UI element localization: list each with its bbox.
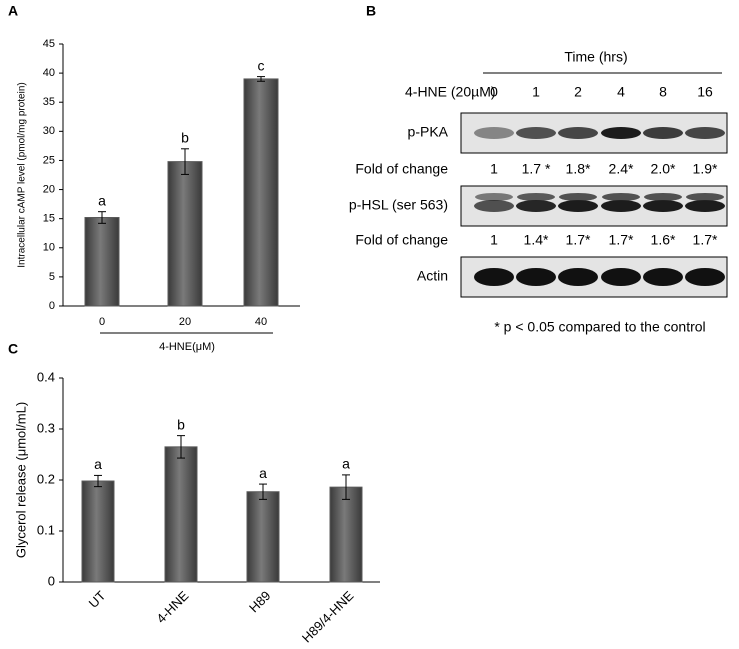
fold-change: 1.7* xyxy=(566,232,591,248)
x-tick-label: H89 xyxy=(246,588,273,615)
time-header: Time (hrs) xyxy=(564,49,627,65)
y-tick-label: 40 xyxy=(43,67,55,79)
blot-band xyxy=(601,268,641,286)
fold-change: 1.7* xyxy=(693,232,718,248)
bar xyxy=(84,217,120,307)
y-tick-label: 20 xyxy=(43,183,55,195)
x-tick-label: 4-HNE xyxy=(153,588,191,626)
blot-band xyxy=(558,200,598,212)
bar xyxy=(164,446,198,583)
fold-change: 1.6* xyxy=(651,232,676,248)
blot-band xyxy=(602,193,640,201)
y-tick-label: 5 xyxy=(49,271,55,283)
fold-change: 1 xyxy=(490,232,498,248)
blot-band xyxy=(516,127,556,139)
blot-band xyxy=(558,268,598,286)
blot-band xyxy=(685,127,725,139)
time-point: 2 xyxy=(574,84,582,100)
time-point: 16 xyxy=(697,84,713,100)
bar xyxy=(81,480,115,583)
significance-letter: b xyxy=(177,416,185,432)
blot-band xyxy=(644,193,682,201)
y-axis-label: Glycerol release (μmol/mL) xyxy=(13,402,28,558)
y-axis-label: Intracellular cAMP level (pmol/mg protei… xyxy=(17,82,28,267)
blot-band xyxy=(559,193,597,201)
significance-letter: b xyxy=(181,130,189,146)
y-tick-label: 0.2 xyxy=(37,471,55,486)
blot-band xyxy=(643,268,683,286)
y-tick-label: 30 xyxy=(43,125,55,137)
y-tick-label: 0.1 xyxy=(37,522,55,537)
y-tick-label: 15 xyxy=(43,213,55,225)
row-label: Actin xyxy=(417,268,448,284)
row-label: p-PKA xyxy=(408,124,449,140)
bar xyxy=(243,78,279,307)
row-label: Fold of change xyxy=(355,232,448,248)
time-point: 4 xyxy=(617,84,625,100)
y-tick-label: 0 xyxy=(49,300,55,312)
bar xyxy=(167,161,203,307)
blot-band xyxy=(601,200,641,212)
blot-band xyxy=(475,193,513,201)
blot-band xyxy=(685,268,725,286)
y-tick-label: 25 xyxy=(43,154,55,166)
fold-change: 1.4* xyxy=(524,232,549,248)
x-tick-label: H89/4-HNE xyxy=(299,588,357,646)
bar xyxy=(329,486,363,583)
fold-change: 1.8* xyxy=(566,161,591,177)
significance-letter: a xyxy=(342,456,350,472)
blot-band xyxy=(474,200,514,212)
y-tick-label: 0.4 xyxy=(37,369,55,384)
bar xyxy=(246,491,280,583)
significance-letter: a xyxy=(94,456,102,472)
x-tick-label: UT xyxy=(86,588,109,611)
blot-band xyxy=(686,193,724,201)
panel-label: C xyxy=(8,341,18,357)
fold-change: 1 xyxy=(490,161,498,177)
blot-band xyxy=(601,127,641,139)
fold-change: 2.0* xyxy=(651,161,676,177)
row-label: Fold of change xyxy=(355,161,448,177)
blot-band xyxy=(516,268,556,286)
fold-change: 1.9* xyxy=(693,161,718,177)
x-axis-label: 4-HNE(μM) xyxy=(159,341,215,353)
time-point: 8 xyxy=(659,84,667,100)
blot-band xyxy=(474,268,514,286)
row-label: p-HSL (ser 563) xyxy=(349,197,448,213)
x-tick-label: 0 xyxy=(99,316,105,328)
blot-band xyxy=(558,127,598,139)
significance-letter: a xyxy=(259,465,267,481)
y-tick-label: 35 xyxy=(43,96,55,108)
blot-band xyxy=(474,127,514,139)
y-tick-label: 10 xyxy=(43,242,55,254)
blot-band xyxy=(516,200,556,212)
blot-band xyxy=(643,127,683,139)
y-tick-label: 45 xyxy=(43,38,55,50)
time-point: 1 xyxy=(532,84,540,100)
x-tick-label: 20 xyxy=(179,316,191,328)
panel-label: A xyxy=(8,3,18,19)
y-tick-label: 0 xyxy=(48,573,55,588)
panel-label: B xyxy=(366,3,376,19)
fold-change: 1.7* xyxy=(609,232,634,248)
blot-band xyxy=(517,193,555,201)
blot-band xyxy=(643,200,683,212)
significance-letter: c xyxy=(258,57,265,73)
significance-letter: a xyxy=(98,192,106,208)
footnote: * p < 0.05 compared to the control xyxy=(494,319,705,335)
y-tick-label: 0.3 xyxy=(37,420,55,435)
x-tick-label: 40 xyxy=(255,316,267,328)
fold-change: 2.4* xyxy=(609,161,634,177)
treatment-label: 4-HNE (20µM) xyxy=(405,84,496,100)
fold-change: 1.7 * xyxy=(522,161,551,177)
blot-band xyxy=(685,200,725,212)
time-point: 0 xyxy=(490,84,498,100)
